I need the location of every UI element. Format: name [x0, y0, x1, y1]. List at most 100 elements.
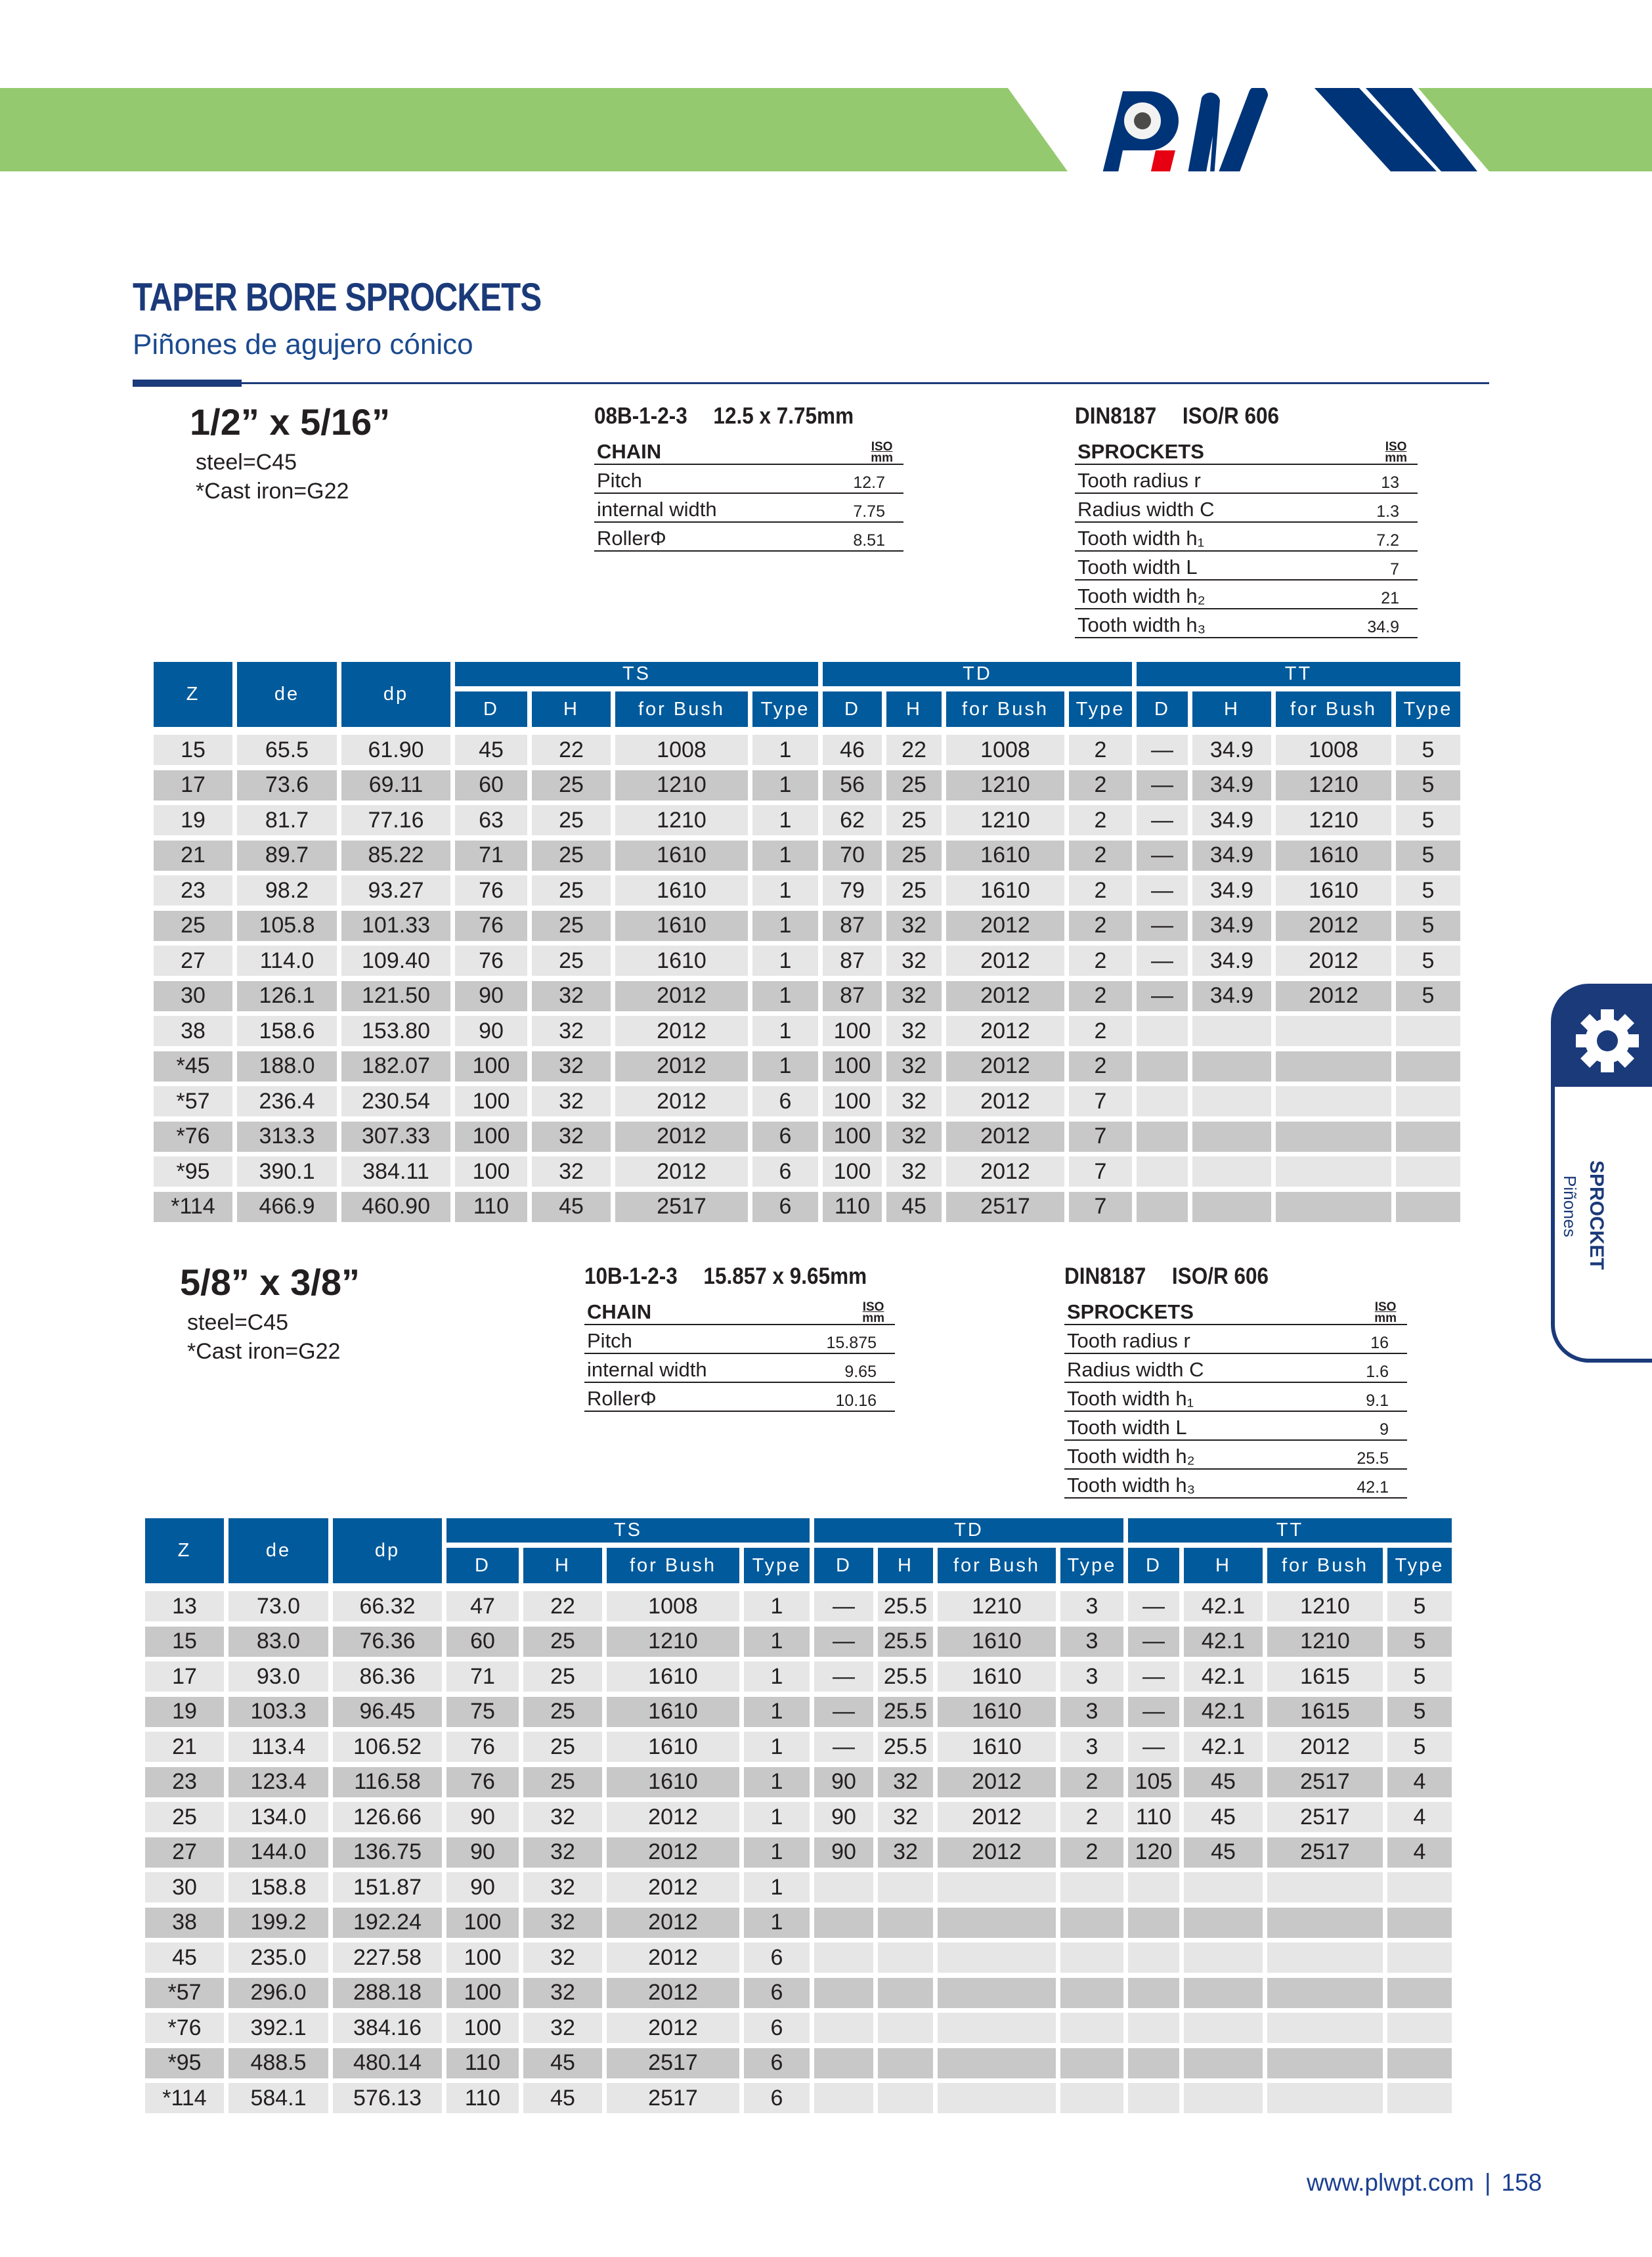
table-cell: 106.52	[333, 1732, 442, 1762]
table-cell: 230.54	[341, 1086, 450, 1116]
table-cell: 1610	[607, 1766, 739, 1797]
page-number: 158	[1501, 2169, 1542, 2196]
table-cell: 2012	[607, 2013, 739, 2043]
table-cell: 235.0	[228, 1942, 328, 1973]
table-cell: 34.9	[1192, 770, 1271, 800]
table-cell	[1060, 2048, 1123, 2078]
sprocket-section-tab[interactable]: SPROCKET Piñones	[1550, 983, 1652, 1364]
table-cell: 65.5	[237, 735, 337, 765]
table-cell: 4	[1387, 1802, 1452, 1832]
iso-label: ISO	[1374, 1300, 1397, 1314]
spec-value: 8.51	[853, 531, 885, 550]
table-cell: 110	[455, 1191, 527, 1222]
table-cell: 2012	[607, 1837, 739, 1868]
table-cell: 1610	[1276, 840, 1391, 871]
table-cell: 25	[523, 1696, 602, 1727]
table-cell: 1610	[938, 1626, 1056, 1657]
table-cell: 2	[1069, 980, 1132, 1011]
table-cell	[814, 1872, 873, 1902]
table-cell: 32	[532, 1086, 611, 1116]
website-link[interactable]: www.plwpt.com	[1307, 2169, 1474, 2196]
table-cell: 126.66	[333, 1802, 442, 1832]
table-cell: 76	[455, 946, 527, 976]
table-cell: 100	[455, 1051, 527, 1082]
table-cell: 47	[446, 1591, 519, 1621]
table-cell	[1192, 1121, 1271, 1152]
table-cell: 384.11	[341, 1156, 450, 1187]
table-cell: 32	[532, 1016, 611, 1046]
table-cell: 1	[744, 1661, 810, 1692]
table-cell: 114.0	[237, 946, 337, 976]
table-cell: 3	[1060, 1626, 1123, 1657]
column-header-ts-h: H	[532, 691, 611, 727]
table-cell	[878, 1977, 933, 2008]
table-cell: 34.9	[1192, 946, 1271, 976]
table-cell	[1192, 1051, 1271, 1082]
spec-label: Tooth width h₁	[1067, 1387, 1194, 1410]
table-cell: 100	[455, 1156, 527, 1187]
chain-spec-block: 10B-1-2-3 15.857 x 9.65mm CHAIN ISO mm Pitch 1…	[584, 1263, 895, 1412]
table-cell	[938, 1942, 1056, 1973]
table-cell: 69.11	[341, 770, 450, 800]
table-cell: 5	[1396, 770, 1460, 800]
table-cell: 25	[532, 840, 611, 871]
table-cell	[1267, 1872, 1383, 1902]
table-cell: —	[1137, 840, 1188, 871]
table-cell: 110	[823, 1191, 882, 1222]
page-footer: www.plwpt.com | 158	[1307, 2169, 1542, 2197]
table-cell: 1	[744, 1696, 810, 1727]
table-cell: 56	[823, 770, 882, 800]
table-cell	[1060, 2013, 1123, 2043]
column-header-ts-h: H	[523, 1548, 602, 1583]
table-cell: 100	[446, 1942, 519, 1973]
side-tab-shape	[1551, 984, 1652, 1363]
table-cell: 1615	[1267, 1696, 1383, 1727]
table-cell: 1210	[1276, 805, 1391, 835]
table-cell: 13	[145, 1591, 224, 1621]
logo-letter-l	[1150, 150, 1198, 171]
section-1-material: steel=C45 *Cast iron=G22	[196, 448, 349, 506]
table-cell: 466.9	[237, 1191, 337, 1222]
table-cell	[1267, 2013, 1383, 2043]
table-cell	[1184, 1872, 1263, 1902]
spec-label: Tooth width h₃	[1067, 1474, 1196, 1497]
table-cell: 392.1	[228, 2013, 328, 2043]
table-cell: 1	[752, 805, 818, 835]
column-header-dp: dp	[341, 662, 450, 727]
plw-logo	[1102, 88, 1269, 171]
table-cell	[1192, 1156, 1271, 1187]
table-cell: 2	[1060, 1802, 1123, 1832]
table-cell: 2	[1069, 1051, 1132, 1082]
table-cell: 45	[1184, 1766, 1263, 1797]
table-cell: 25	[154, 910, 232, 941]
table-cell	[1387, 2083, 1452, 2113]
table-cell: —	[1137, 735, 1188, 765]
table-cell: *95	[145, 2048, 224, 2078]
spec-row: Tooth width h₁ 9.1	[1064, 1383, 1407, 1412]
table-cell	[1128, 2083, 1179, 2113]
table-cell: 2	[1060, 1766, 1123, 1797]
iso-label: ISO	[1385, 440, 1407, 454]
header-band	[0, 88, 1652, 171]
table-cell: 2	[1069, 840, 1132, 871]
table-cell: 73.6	[237, 770, 337, 800]
table-cell: *114	[145, 2083, 224, 2113]
table-cell	[1060, 1942, 1123, 1973]
table-cell: 1	[744, 1766, 810, 1797]
table-cell: 7	[1069, 1191, 1132, 1222]
iso-mm-label: ISO mm	[862, 1301, 884, 1325]
table-cell: 1	[752, 1051, 818, 1082]
table-cell: 1610	[615, 840, 748, 871]
table-cell: 3	[1060, 1696, 1123, 1727]
table-cell: 45	[455, 735, 527, 765]
spec-value: 7	[1390, 560, 1399, 579]
column-header-td-for-bush: for Bush	[938, 1548, 1056, 1583]
table-cell: *57	[145, 1977, 224, 2008]
table-cell: 42.1	[1184, 1591, 1263, 1621]
table-cell	[1387, 2048, 1452, 2078]
table-cell: 6	[752, 1086, 818, 1116]
navy-stripe-2	[1366, 88, 1477, 171]
table-cell: 460.90	[341, 1191, 450, 1222]
table-cell: 25.5	[878, 1626, 933, 1657]
table-cell: 2012	[938, 1837, 1056, 1868]
